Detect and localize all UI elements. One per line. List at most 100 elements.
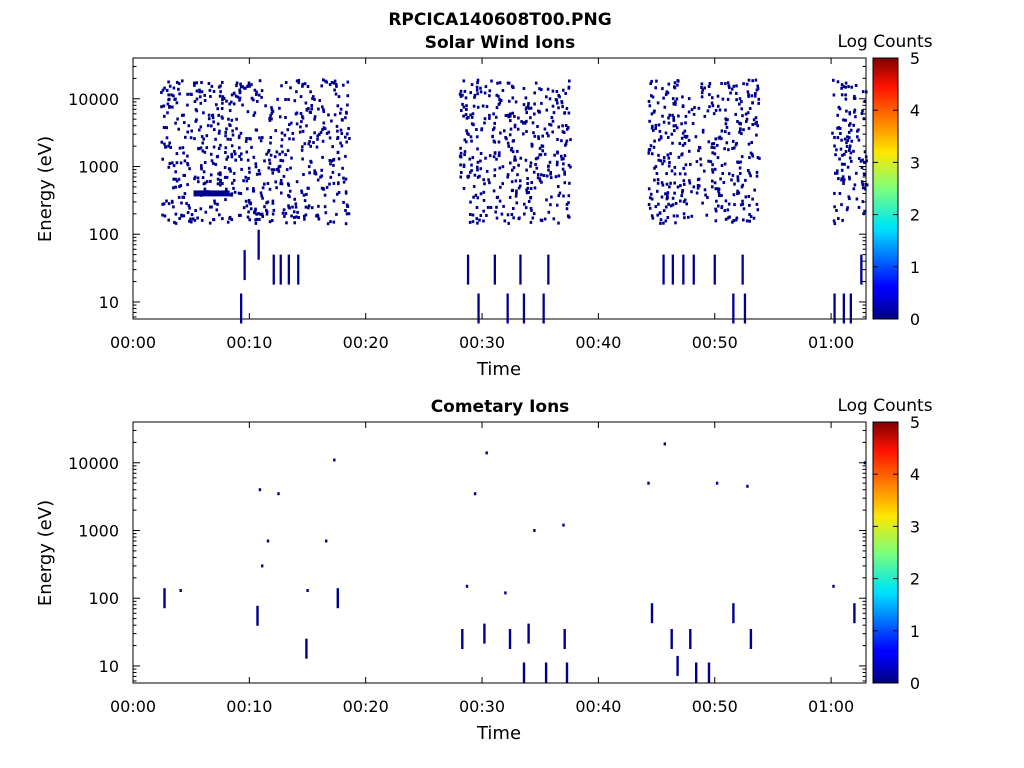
data-point [838, 192, 842, 195]
data-point [238, 96, 242, 100]
data-point [313, 169, 316, 173]
data-point [726, 81, 730, 85]
data-point [168, 84, 172, 88]
data-point [293, 216, 296, 219]
data-point [685, 134, 689, 138]
data-point [232, 178, 236, 182]
data-point [551, 89, 555, 93]
data-point [752, 216, 756, 220]
data-point [190, 93, 193, 96]
data-point [555, 163, 559, 167]
data-point [238, 98, 241, 102]
data-point [177, 87, 180, 91]
data-point [564, 92, 567, 95]
x-axis-label: Time [476, 359, 521, 380]
data-point [461, 629, 464, 649]
data-point [748, 107, 752, 110]
data-point [176, 117, 179, 121]
x-tick-label: 00:20 [343, 697, 389, 716]
data-point [204, 181, 207, 185]
colorbar-tick-label: 2 [910, 570, 920, 589]
data-point [836, 80, 840, 84]
data-point [562, 162, 565, 166]
data-point [510, 213, 514, 216]
data-point [320, 84, 323, 88]
data-point [186, 130, 189, 134]
data-point [557, 221, 560, 225]
data-point [714, 137, 717, 141]
data-point [565, 139, 569, 143]
data-point [483, 117, 487, 121]
data-point [536, 125, 539, 128]
data-point [678, 142, 682, 145]
data-point [740, 185, 744, 189]
data-point [227, 117, 230, 121]
data-point [554, 98, 558, 102]
data-point [847, 130, 851, 134]
data-point [674, 100, 677, 104]
data-bar [243, 250, 246, 281]
data-point [327, 130, 331, 134]
data-bar [279, 254, 282, 285]
data-point [471, 156, 475, 160]
data-point [168, 97, 171, 101]
data-point [495, 157, 498, 161]
data-point [847, 195, 851, 199]
data-point [748, 171, 751, 175]
data-point [230, 155, 234, 159]
data-point [458, 92, 462, 96]
data-point [233, 152, 237, 156]
data-point [757, 101, 760, 105]
data-point [659, 218, 663, 222]
data-point [745, 82, 749, 86]
data-point [647, 203, 651, 206]
data-point [713, 167, 717, 171]
data-point [681, 152, 684, 156]
data-point [321, 139, 325, 143]
data-point [713, 152, 717, 156]
data-point [484, 85, 488, 89]
data-point [681, 104, 685, 108]
data-point [249, 137, 252, 141]
data-point [517, 186, 521, 190]
data-point [537, 137, 540, 140]
data-point [755, 202, 759, 206]
data-point [230, 193, 233, 197]
data-point [676, 655, 679, 676]
data-point [462, 165, 466, 168]
data-point [463, 153, 466, 157]
data-point [551, 119, 555, 123]
data-point [344, 154, 347, 158]
data-point [459, 175, 463, 179]
data-bar [477, 293, 480, 324]
data-point [754, 92, 757, 95]
data-point [865, 183, 869, 187]
data-point [533, 102, 536, 106]
data-point [754, 116, 758, 120]
data-point [525, 168, 528, 172]
data-point [720, 164, 724, 167]
data-point [470, 163, 473, 167]
data-point [218, 213, 221, 217]
data-point [715, 481, 719, 485]
data-point [720, 137, 723, 141]
data-point [649, 144, 653, 148]
data-point [167, 144, 170, 148]
data-point [700, 86, 703, 89]
data-point [335, 84, 338, 88]
data-point [720, 82, 723, 85]
data-point [179, 184, 183, 188]
data-point [297, 216, 300, 219]
data-point [750, 94, 754, 98]
data-point [479, 159, 482, 163]
data-point [507, 221, 510, 225]
data-point [485, 214, 488, 217]
data-bar [732, 293, 735, 324]
data-point [556, 151, 559, 155]
data-point [755, 88, 759, 92]
data-point [476, 175, 480, 179]
data-point [199, 146, 203, 150]
data-point [676, 214, 679, 218]
data-point [469, 113, 472, 117]
data-point [337, 95, 341, 99]
